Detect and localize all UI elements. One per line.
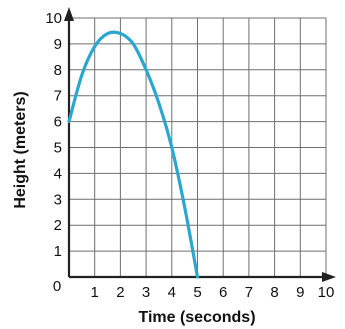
origin-label: 0	[53, 278, 61, 295]
axes	[64, 7, 336, 282]
y-tick-label-5: 5	[54, 140, 62, 157]
y-tick-label-1: 1	[54, 243, 62, 260]
series-line-0	[67, 30, 200, 279]
x-tick-label-4: 4	[168, 284, 176, 301]
x-tick-label-9: 9	[296, 284, 304, 301]
y-axis-arrow	[64, 7, 74, 21]
y-tick-label-9: 9	[54, 36, 62, 53]
y-tick-label-4: 4	[54, 165, 62, 182]
x-axis-label: Time (seconds)	[138, 309, 255, 326]
x-tick-label-6: 6	[219, 284, 227, 301]
x-axis-arrow	[322, 272, 336, 282]
x-tick-label-3: 3	[142, 284, 150, 301]
x-tick-label-2: 2	[116, 284, 124, 301]
y-tick-label-10: 10	[45, 10, 62, 27]
y-axis-label: Height (meters)	[12, 91, 29, 208]
grid	[68, 17, 327, 278]
x-tick-label-10: 10	[318, 284, 335, 301]
y-tick-label-3: 3	[54, 191, 62, 208]
x-tick-label-8: 8	[270, 284, 278, 301]
x-tick-label-1: 1	[91, 284, 99, 301]
x-tick-label-5: 5	[193, 284, 201, 301]
y-tick-label-8: 8	[54, 62, 62, 79]
series-group	[67, 30, 200, 279]
x-tick-label-7: 7	[245, 284, 253, 301]
y-tick-label-6: 6	[54, 114, 62, 131]
y-tick-label-2: 2	[54, 217, 62, 234]
y-tick-label-7: 7	[54, 88, 62, 105]
